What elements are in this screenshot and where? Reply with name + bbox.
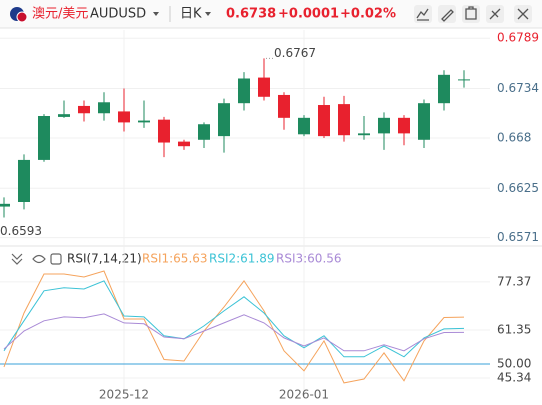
candle-body — [98, 102, 110, 114]
dropdown-arrow[interactable] — [205, 12, 211, 16]
candle-body — [178, 141, 190, 147]
candle-body — [338, 104, 350, 136]
candle-body — [0, 203, 10, 207]
candle-body — [138, 120, 150, 123]
candle-body — [38, 116, 50, 160]
last-price: 0.6738 — [226, 7, 276, 22]
y-tick-label: 0.6789 — [497, 31, 539, 45]
y-tick-label: 45.34 — [497, 370, 531, 384]
y-tick-label: 0.6734 — [497, 81, 539, 95]
eye-icon[interactable] — [32, 254, 46, 264]
rsi-line — [3, 270, 465, 384]
candle-body — [418, 103, 430, 140]
indicator-label: RSI(7,14,21) — [67, 252, 142, 266]
rsi-line — [3, 280, 465, 358]
collapse-icon[interactable] — [11, 253, 23, 265]
min-annotation: 0.6593 — [0, 224, 42, 238]
symbol[interactable]: AUDUSD — [90, 7, 146, 22]
candle-body — [218, 103, 230, 137]
x-tick-label: 2025-12 — [99, 388, 149, 402]
rsi-line — [3, 313, 465, 352]
settings-icon[interactable] — [50, 253, 62, 265]
candle-body — [198, 124, 210, 140]
delete-tool-icon[interactable] — [465, 6, 477, 20]
legend-entry: RSI1:65.63 — [142, 252, 208, 266]
y-tick-label: 61.35 — [497, 322, 531, 336]
y-tick-label: 77.37 — [497, 274, 531, 288]
max-annotation: 0.6767 — [274, 46, 316, 60]
candle-body — [238, 78, 250, 104]
candle-body — [398, 117, 410, 134]
candle-body — [438, 74, 450, 104]
candle-body — [158, 119, 170, 143]
candle-body — [258, 77, 270, 97]
legend-entry: RSI2:61.89 — [209, 252, 275, 266]
y-tick-label: 50.00 — [497, 357, 531, 371]
dropdown-arrow[interactable] — [153, 12, 159, 16]
candle-body — [18, 159, 30, 202]
candle-body — [78, 105, 90, 114]
period[interactable]: 日K — [180, 7, 202, 22]
close-icon[interactable] — [517, 8, 529, 20]
candle-body — [278, 94, 290, 118]
price-change: +0.0001 — [278, 7, 339, 22]
tool-button[interactable] — [462, 5, 480, 23]
candle-body — [358, 133, 370, 136]
candle-body — [298, 117, 310, 135]
measure-tool-icon[interactable] — [489, 8, 501, 20]
pair-name: 澳元/美元 — [32, 6, 88, 22]
candle-body — [318, 105, 330, 137]
y-tick-label: 0.668 — [497, 130, 531, 144]
x-tick-label: 2026-01 — [279, 388, 329, 402]
candle-body — [378, 117, 390, 134]
y-tick-label: 0.6571 — [497, 230, 539, 244]
line-tool-icon[interactable] — [416, 8, 429, 21]
candle-body — [118, 111, 130, 123]
flag-icon — [10, 7, 28, 23]
candle-body — [458, 79, 470, 81]
candle-body — [58, 114, 70, 117]
y-tick-label: 0.6625 — [497, 181, 539, 195]
pen-tool-icon[interactable] — [441, 9, 454, 22]
price-change-pct: +0.02% — [340, 7, 396, 22]
legend-entry: RSI3:60.56 — [276, 252, 342, 266]
